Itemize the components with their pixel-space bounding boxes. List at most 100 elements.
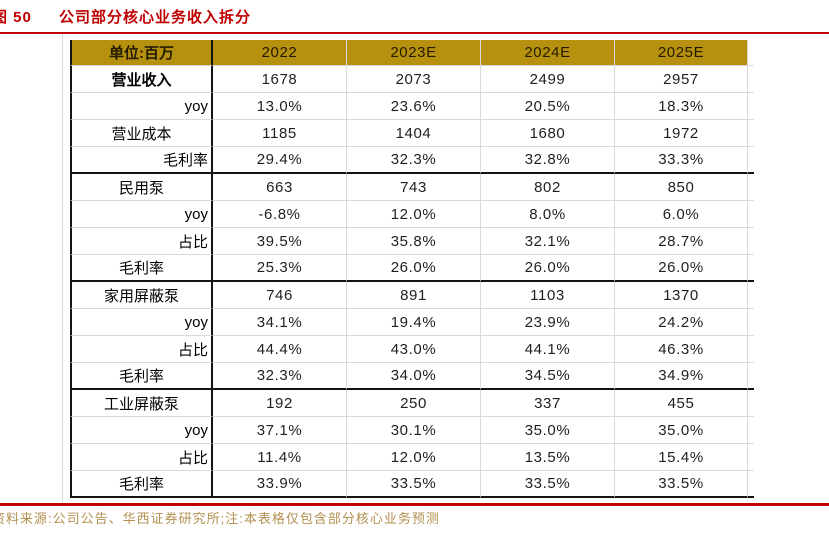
value-cell: 35.0% — [615, 417, 748, 444]
value-cell: 1678 — [213, 66, 347, 93]
gridline-stub — [748, 93, 754, 120]
value-cell: 6.0% — [615, 201, 748, 228]
value-cell: 1370 — [615, 282, 748, 309]
gridline-stub — [748, 147, 754, 174]
value-cell: 34.9% — [615, 363, 748, 390]
value-cell: 44.1% — [481, 336, 615, 363]
gridline-stub — [748, 228, 754, 255]
value-cell: 44.4% — [213, 336, 347, 363]
value-cell: 12.0% — [347, 201, 481, 228]
value-cell: 8.0% — [481, 201, 615, 228]
value-cell: 2499 — [481, 66, 615, 93]
value-cell: 34.0% — [347, 363, 481, 390]
value-cell: 32.3% — [347, 147, 481, 174]
year-header-cell: 2023E — [347, 40, 481, 66]
row-label-cell: yoy — [70, 417, 213, 444]
row-label-cell: 家用屏蔽泵 — [70, 282, 213, 309]
value-cell: 12.0% — [347, 444, 481, 471]
value-cell: 1680 — [481, 120, 615, 147]
row-label-cell: 工业屏蔽泵 — [70, 390, 213, 417]
year-header-cell: 2024E — [481, 40, 615, 66]
gridline-stub — [748, 40, 754, 66]
value-cell: 34.1% — [213, 309, 347, 336]
gridline-stub — [748, 255, 754, 282]
title-rule — [0, 32, 829, 34]
row-label-cell: yoy — [70, 309, 213, 336]
unit-header-cell: 单位:百万 — [70, 40, 213, 66]
value-cell: 26.0% — [347, 255, 481, 282]
year-header-cell: 2025E — [615, 40, 748, 66]
value-cell: 11.4% — [213, 444, 347, 471]
value-cell: 13.5% — [481, 444, 615, 471]
gridline-stub — [748, 66, 754, 93]
value-cell: 23.9% — [481, 309, 615, 336]
value-cell: 19.4% — [347, 309, 481, 336]
value-cell: 18.3% — [615, 93, 748, 120]
value-cell: 743 — [347, 174, 481, 201]
value-cell: 1404 — [347, 120, 481, 147]
value-cell: -6.8% — [213, 201, 347, 228]
value-cell: 32.8% — [481, 147, 615, 174]
value-cell: 43.0% — [347, 336, 481, 363]
value-cell: 35.8% — [347, 228, 481, 255]
figure-title: 图 50 公司部分核心业务收入拆分 — [0, 6, 251, 30]
value-cell: 192 — [213, 390, 347, 417]
value-cell: 32.3% — [213, 363, 347, 390]
gridline-stub — [748, 444, 754, 471]
value-cell: 15.4% — [615, 444, 748, 471]
row-label-cell: 占比 — [70, 336, 213, 363]
gridline-stub — [748, 417, 754, 444]
row-label-cell: yoy — [70, 93, 213, 120]
value-cell: 455 — [615, 390, 748, 417]
footer-rule — [0, 503, 829, 506]
gridline-stub — [748, 201, 754, 228]
value-cell: 250 — [347, 390, 481, 417]
source-footnote-text: 资料来源:公司公告、华西证券研究所;注:本表格仅包含部分核心业务预测 — [0, 511, 440, 526]
gridline-stub — [748, 282, 754, 309]
year-header-cell: 2022 — [213, 40, 347, 66]
row-label-cell: yoy — [70, 201, 213, 228]
revenue-breakdown-table: 单位:百万 2022 2023E 2024E 2025E 营业收入 1678 2073 2499… — [70, 40, 754, 498]
value-cell: 891 — [347, 282, 481, 309]
gridline-stub — [748, 363, 754, 390]
gridline-stub — [748, 390, 754, 417]
figure-number: 图 50 — [0, 9, 32, 26]
value-cell: 29.4% — [213, 147, 347, 174]
value-cell: 33.3% — [615, 147, 748, 174]
value-cell: 24.2% — [615, 309, 748, 336]
gridline-stub — [748, 120, 754, 147]
row-label-cell: 毛利率 — [70, 471, 213, 498]
value-cell: 46.3% — [615, 336, 748, 363]
value-cell: 39.5% — [213, 228, 347, 255]
row-label-cell: 毛利率 — [70, 147, 213, 174]
figure-title-text: 公司部分核心业务收入拆分 — [59, 9, 252, 26]
value-cell: 33.5% — [347, 471, 481, 498]
value-cell: 33.9% — [213, 471, 347, 498]
row-label-cell: 占比 — [70, 228, 213, 255]
value-cell: 34.5% — [481, 363, 615, 390]
gridline-stub — [748, 471, 754, 498]
value-cell: 2957 — [615, 66, 748, 93]
row-label-cell: 毛利率 — [70, 255, 213, 282]
spreadsheet-gridline — [62, 34, 63, 503]
value-cell: 26.0% — [481, 255, 615, 282]
gridline-stub — [748, 174, 754, 201]
row-label-cell: 营业成本 — [70, 120, 213, 147]
value-cell: 35.0% — [481, 417, 615, 444]
value-cell: 30.1% — [347, 417, 481, 444]
gridline-stub — [748, 336, 754, 363]
value-cell: 802 — [481, 174, 615, 201]
value-cell: 20.5% — [481, 93, 615, 120]
row-label-cell: 毛利率 — [70, 363, 213, 390]
value-cell: 33.5% — [481, 471, 615, 498]
value-cell: 746 — [213, 282, 347, 309]
value-cell: 26.0% — [615, 255, 748, 282]
row-label-cell: 民用泵 — [70, 174, 213, 201]
row-label-cell: 营业收入 — [70, 66, 213, 93]
value-cell: 23.6% — [347, 93, 481, 120]
value-cell: 28.7% — [615, 228, 748, 255]
value-cell: 32.1% — [481, 228, 615, 255]
value-cell: 337 — [481, 390, 615, 417]
value-cell: 850 — [615, 174, 748, 201]
